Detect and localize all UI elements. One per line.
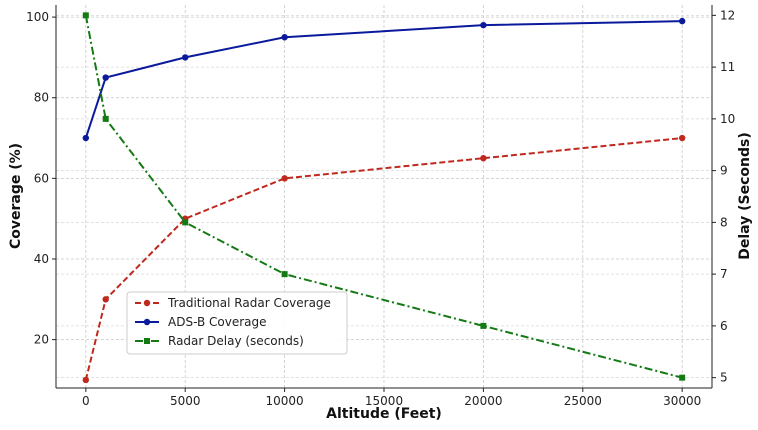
legend-label: Traditional Radar Coverage <box>167 296 331 310</box>
legend: Traditional Radar Coverage ADS-B Coverage… <box>126 291 348 355</box>
series-1 <box>82 134 686 384</box>
data-point <box>678 134 686 142</box>
data-point <box>281 271 288 278</box>
legend-box <box>126 291 348 355</box>
series-line <box>84 15 683 379</box>
y2-axis-title: Delay (Seconds) <box>737 132 753 260</box>
y2-tick-label: 11 <box>720 60 735 74</box>
x-tick-label: 20000 <box>464 394 502 408</box>
y2-tick-label: 6 <box>720 319 728 333</box>
data-point <box>102 115 109 122</box>
series-line <box>84 137 683 381</box>
data-point <box>182 54 189 61</box>
y2-tick-label: 10 <box>720 112 735 126</box>
x-tick-label: 25000 <box>564 394 602 408</box>
series-layer <box>82 12 686 384</box>
data-point <box>281 175 288 182</box>
x-axis-ticks: 0 5000 10000 15000 20000 25000 30000 <box>82 388 701 408</box>
legend-marker <box>143 299 151 307</box>
data-point <box>480 21 487 29</box>
x-tick-label: 10000 <box>266 394 304 408</box>
y-axis-title: Coverage (%) <box>8 143 24 249</box>
data-point <box>480 155 487 162</box>
x-axis-title: Altitude (Feet) <box>326 406 442 422</box>
legend-label: Radar Delay (seconds) <box>168 334 304 348</box>
series-2 <box>82 17 686 142</box>
y-tick-label: 40 <box>34 252 49 266</box>
data-point <box>480 322 487 329</box>
x-tick-label: 30000 <box>663 394 701 408</box>
y2-tick-label: 8 <box>720 215 728 229</box>
legend-marker <box>143 318 151 326</box>
legend-entry: ADS-B Coverage <box>135 315 267 329</box>
x-tick-label: 5000 <box>170 394 201 408</box>
legend-entry: Radar Delay (seconds) <box>135 334 304 348</box>
data-point <box>82 12 89 19</box>
data-point <box>182 219 189 226</box>
legend-label: ADS-B Coverage <box>168 315 267 329</box>
y-tick-label: 60 <box>34 171 49 185</box>
x-tick-label: 0 <box>82 394 90 408</box>
y2-tick-label: 9 <box>720 164 728 178</box>
x-tick-label: 15000 <box>365 394 403 408</box>
y2-tick-label: 7 <box>720 267 728 281</box>
y-tick-label: 80 <box>34 91 49 105</box>
series-line <box>84 20 683 139</box>
data-point <box>82 376 90 384</box>
y2-tick-label: 12 <box>720 8 735 22</box>
legend-entry: Traditional Radar Coverage <box>135 296 331 310</box>
data-point <box>82 134 90 142</box>
y2-axis-ticks: 5 6 7 8 9 10 11 12 <box>712 8 735 385</box>
data-point <box>281 34 288 41</box>
y-tick-label: 100 <box>26 10 49 24</box>
series-3 <box>82 12 686 381</box>
data-point <box>102 74 109 81</box>
y-tick-label: 20 <box>34 333 49 347</box>
data-point <box>679 374 686 381</box>
data-point <box>678 17 686 25</box>
y2-tick-label: 5 <box>720 371 728 385</box>
y-axis-ticks: 20 40 60 80 100 <box>26 10 56 347</box>
grid-lines <box>56 5 712 388</box>
legend-marker <box>144 338 150 344</box>
data-point <box>102 296 109 303</box>
